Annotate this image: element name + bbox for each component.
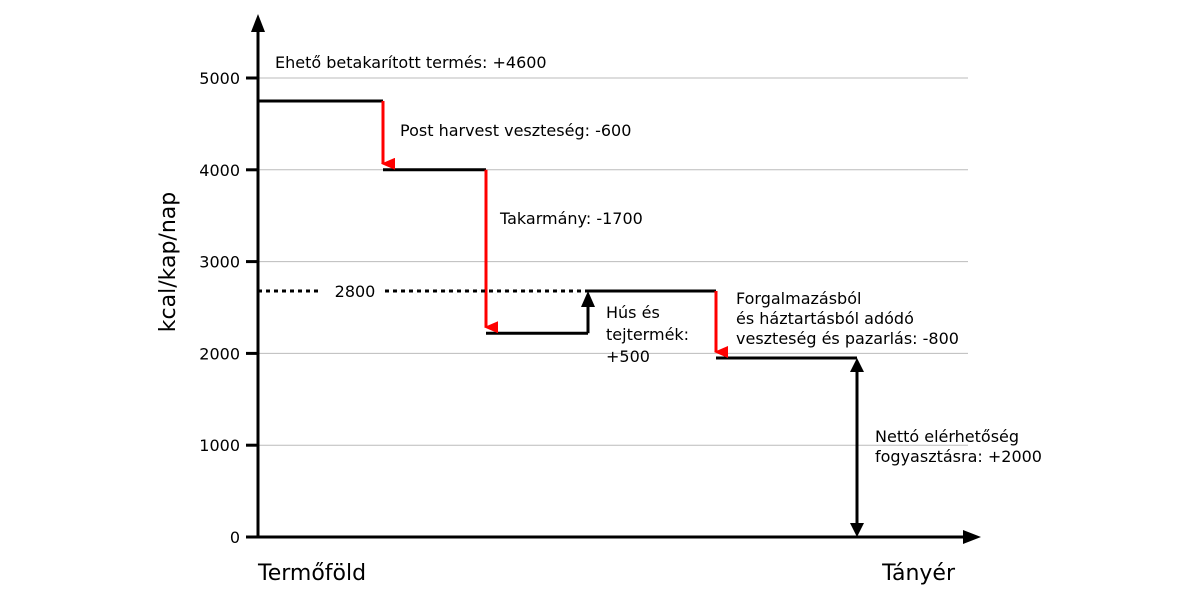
annotation-feed: Takarmány: -1700	[499, 209, 643, 228]
y-tick-label-0: 0	[230, 528, 240, 547]
x-axis-arrowhead	[963, 530, 981, 544]
annotation-meat-dairy-line-3: +500	[606, 347, 650, 366]
gain-arrow-head	[581, 290, 595, 307]
reference-label: 2800	[335, 282, 376, 301]
y-tick-label-4000: 4000	[199, 161, 240, 180]
axes-layer: kcal/kap/nap Termőföld Tányér	[156, 14, 981, 586]
ticks-layer: 0 1000 2000 3000 4000 5000	[199, 69, 258, 547]
annotation-distribution-loss-line-2: és háztartásból adódó	[736, 309, 914, 328]
annotation-net-availability-line-2: fogyasztásra: +2000	[875, 447, 1042, 466]
annotation-harvest: Ehető betakarított termés: +4600	[275, 53, 547, 72]
annotation-meat-dairy-line-2: tejtermék:	[606, 325, 689, 344]
y-tick-label-1000: 1000	[199, 436, 240, 455]
grid-layer	[258, 77, 968, 446]
x-end-label: Tányér	[881, 561, 956, 586]
annotation-distribution-loss-line-1: Forgalmazásból	[736, 289, 861, 308]
x-start-label: Termőföld	[257, 561, 366, 586]
y-axis-arrowhead	[251, 14, 265, 32]
annotation-post-harvest: Post harvest veszteség: -600	[400, 121, 631, 140]
y-tick-label-2000: 2000	[199, 344, 240, 363]
net-arrow-head-top	[850, 357, 864, 372]
y-axis-label: kcal/kap/nap	[156, 192, 181, 332]
annot-layer: 2800 Ehető betakarított termés: +4600 Post…	[275, 53, 1042, 466]
annotation-net-availability-line-1: Nettó elérhetőség	[875, 427, 1019, 446]
net-arrow-head-bottom	[850, 523, 864, 537]
y-tick-label-3000: 3000	[199, 253, 240, 272]
series-layer	[258, 99, 864, 537]
annotation-meat-dairy-line-1: Hús és	[606, 303, 660, 322]
y-tick-label-5000: 5000	[199, 69, 240, 88]
annotation-distribution-loss-line-3: veszteség és pazarlás: -800	[736, 329, 959, 348]
